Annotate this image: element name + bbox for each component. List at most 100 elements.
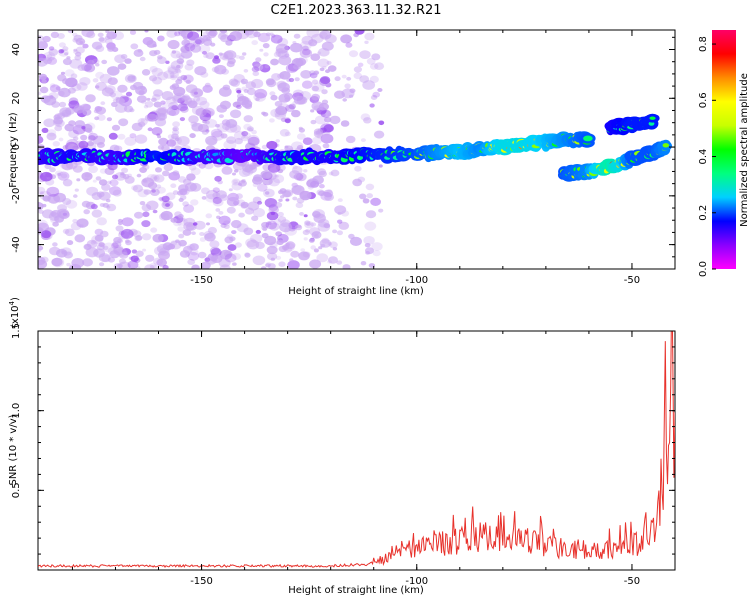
noise-speckle <box>284 118 291 124</box>
noise-speckle <box>70 222 82 231</box>
noise-speckle <box>215 123 220 128</box>
noise-speckle <box>206 222 210 226</box>
noise-speckle <box>142 248 147 252</box>
noise-speckle <box>267 252 278 261</box>
noise-speckle <box>326 60 332 65</box>
noise-speckle <box>153 257 163 266</box>
noise-speckle <box>302 251 311 258</box>
noise-speckle <box>262 227 268 231</box>
noise-speckle <box>364 243 371 248</box>
noise-speckle <box>195 107 207 117</box>
noise-speckle <box>168 101 179 110</box>
noise-speckle <box>332 229 338 234</box>
noise-speckle <box>170 217 178 223</box>
noise-speckle <box>207 226 217 235</box>
noise-speckle <box>218 215 231 225</box>
noise-speckle <box>118 118 129 127</box>
noise-speckle <box>323 124 334 133</box>
noise-speckle <box>219 264 231 269</box>
noise-speckle <box>378 164 383 168</box>
lower-branch-core <box>662 143 670 148</box>
noise-speckle <box>76 82 88 91</box>
noise-speckle <box>43 57 53 65</box>
noise-speckle <box>141 233 152 241</box>
x-tick-label: -150 <box>190 275 213 286</box>
noise-speckle <box>55 86 62 91</box>
noise-speckle <box>142 178 148 183</box>
noise-speckle <box>277 82 290 92</box>
noise-speckle <box>266 211 279 221</box>
spectrogram-frame <box>37 29 676 270</box>
noise-speckle <box>303 237 308 241</box>
noise-speckle <box>141 204 152 212</box>
noise-speckle <box>131 185 139 191</box>
noise-speckle <box>176 64 181 69</box>
noise-speckle <box>369 63 379 70</box>
colorbar: 0.0 0.2 0.4 0.6 0.8 Normalized spectral ampl… <box>698 30 750 277</box>
noise-speckle <box>151 67 163 77</box>
noise-speckle <box>313 248 319 253</box>
noise-speckle <box>357 62 364 67</box>
noise-speckle <box>136 95 147 103</box>
noise-speckle <box>85 94 96 103</box>
noise-speckle <box>119 173 126 179</box>
spectrogram-y-axis-label: Frequency (Hz) <box>8 112 19 188</box>
noise-speckle <box>281 190 292 198</box>
noise-speckle <box>64 52 69 56</box>
noise-speckle <box>359 50 371 59</box>
noise-speckle <box>147 127 153 132</box>
noise-speckle <box>209 240 220 249</box>
noise-speckle <box>293 33 301 39</box>
noise-speckle <box>120 54 128 59</box>
noise-speckle <box>311 93 320 101</box>
noise-speckle <box>302 45 309 51</box>
y-tick-label: 0.5 <box>11 482 22 498</box>
noise-speckle <box>141 100 147 105</box>
noise-speckle <box>38 186 46 195</box>
noise-speckle <box>102 242 116 253</box>
spectrogram-x-axis-label: Height of straight line (km) <box>288 286 424 297</box>
noise-speckle <box>220 133 228 139</box>
noise-speckle <box>149 264 159 269</box>
snr-y-multiplier: (x104) <box>8 297 21 328</box>
noise-speckle <box>266 245 278 255</box>
noise-speckle <box>302 137 313 145</box>
y-tick-label: 1.0 <box>11 403 22 419</box>
main-band-core <box>583 135 593 142</box>
noise-speckle <box>202 35 211 41</box>
noise-speckle <box>158 137 169 146</box>
noise-speckle <box>281 244 290 251</box>
noise-speckle <box>348 233 355 239</box>
noise-speckle <box>112 98 118 103</box>
noise-speckle <box>316 253 329 263</box>
noise-speckle <box>354 30 365 35</box>
noise-speckle <box>109 179 119 187</box>
noise-speckle <box>165 203 170 207</box>
noise-speckle <box>303 169 308 173</box>
noise-speckle <box>175 53 183 59</box>
noise-speckle <box>215 208 221 212</box>
noise-speckle <box>143 105 149 109</box>
noise-speckle <box>294 224 303 231</box>
noise-speckle <box>83 209 90 215</box>
noise-speckle <box>189 182 202 192</box>
noise-speckle <box>328 256 338 264</box>
noise-speckle <box>145 254 155 262</box>
noise-speckle <box>153 49 161 55</box>
noise-speckle <box>275 255 282 260</box>
noise-speckle <box>337 198 343 203</box>
noise-speckle <box>170 75 175 79</box>
noise-speckle <box>304 220 311 226</box>
noise-speckle <box>329 241 338 249</box>
noise-speckle <box>99 37 107 44</box>
noise-speckle <box>284 53 290 58</box>
noise-speckle <box>190 87 204 98</box>
noise-speckle <box>314 115 327 125</box>
noise-speckle <box>57 204 67 212</box>
noise-speckle <box>269 118 275 123</box>
noise-speckle <box>298 126 303 130</box>
noise-speckle <box>278 55 292 66</box>
noise-speckle <box>139 167 148 173</box>
noise-speckle <box>95 63 100 67</box>
noise-speckle <box>320 109 332 118</box>
